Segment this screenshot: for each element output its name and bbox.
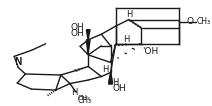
Text: H: H <box>113 78 119 86</box>
Text: CH₃: CH₃ <box>197 17 211 26</box>
Text: H: H <box>102 66 108 75</box>
Text: H: H <box>123 35 130 44</box>
Text: 'OH: 'OH <box>142 47 158 56</box>
Polygon shape <box>86 30 90 40</box>
Text: OH: OH <box>113 84 126 93</box>
Polygon shape <box>109 73 112 83</box>
Polygon shape <box>86 40 90 55</box>
Text: OH: OH <box>70 23 84 32</box>
Text: OH: OH <box>70 29 84 38</box>
Text: CH₃: CH₃ <box>77 95 90 101</box>
Text: N: N <box>15 57 22 67</box>
Text: N: N <box>15 57 22 67</box>
Text: H: H <box>126 10 132 19</box>
Text: CH₃: CH₃ <box>78 96 92 105</box>
Text: O: O <box>187 17 194 26</box>
Polygon shape <box>109 73 112 84</box>
Text: H: H <box>71 88 77 97</box>
